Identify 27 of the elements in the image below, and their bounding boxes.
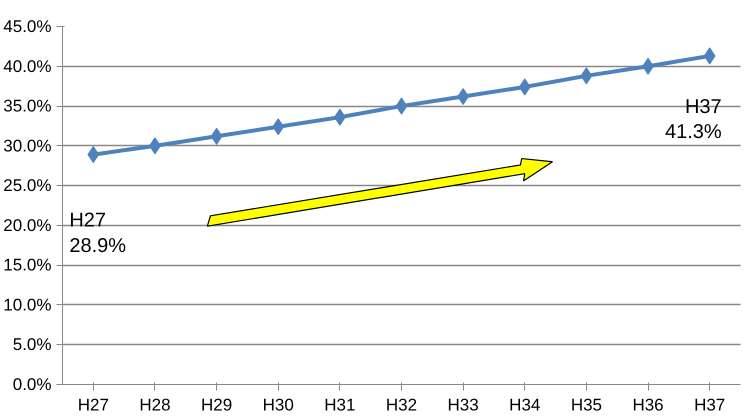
y-tick-label: 10.0% [3,295,52,314]
y-tick-label: 0.0% [12,375,52,394]
x-tick-label: H27 [78,396,109,414]
x-tick-label: H32 [386,396,418,414]
y-tick-label: 35.0% [3,96,52,116]
y-tick-label: 30.0% [3,136,52,156]
annotation: H27 28.9% [69,210,126,257]
x-tick-label: H29 [201,396,232,414]
point [87,146,100,164]
y-tick-label: 5.0% [12,335,52,354]
y-tick-label: 15.0% [3,256,52,275]
y-tick-label: 45.0% [3,17,52,36]
y-tick-label: 25.0% [3,176,52,196]
y-tick-label: 20.0% [3,216,52,235]
x-tick-label: H34 [509,396,540,414]
x-tick-label: H33 [448,396,479,414]
x-tick-label: H36 [632,396,664,414]
x-tick-label: H37 [694,396,726,414]
annotation: H37 41.3% [664,96,722,144]
x-tick-label: H31 [324,396,356,414]
x-tick-label: H30 [262,396,294,414]
point [272,118,284,136]
y-tick-label: 40.0% [3,56,52,76]
point [518,78,531,96]
point [704,47,716,64]
x-tick-label: H28 [139,396,171,414]
x-tick-label: H35 [570,396,602,414]
